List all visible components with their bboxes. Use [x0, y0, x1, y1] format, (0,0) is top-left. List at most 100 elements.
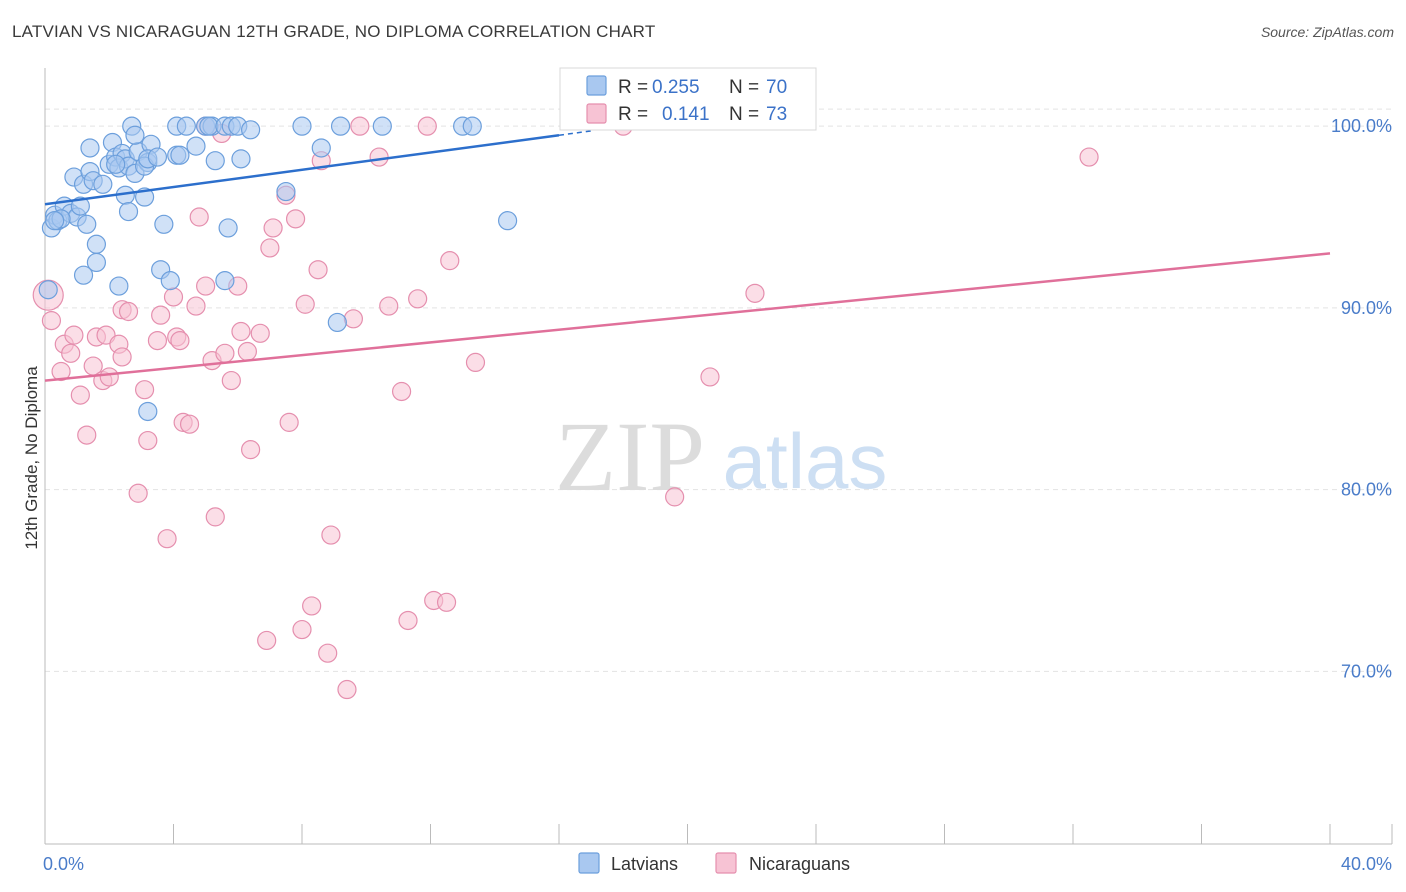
- nicaraguans-point: [147, 330, 168, 351]
- nicaraguans-point: [700, 367, 720, 387]
- trend-lines: [44, 130, 1331, 382]
- y-axis-label: 12th Grade, No Diploma: [22, 366, 41, 550]
- nicaraguans-point: [302, 596, 322, 616]
- nicaraguans-point: [231, 321, 251, 342]
- nicaraguans-point: [205, 507, 225, 527]
- latvians-point: [498, 211, 518, 231]
- nicaraguans-point: [215, 343, 235, 363]
- nicaraguans-point: [285, 209, 306, 229]
- latvians-point: [77, 214, 97, 234]
- watermark: ZIP atlas: [555, 401, 887, 512]
- latvians-point: [372, 116, 392, 136]
- latvians-point: [118, 201, 139, 222]
- latvians-point: [109, 276, 129, 296]
- y-tick-label: 70.0%: [1341, 661, 1392, 681]
- nicaraguans-point: [440, 251, 460, 271]
- latvians-point: [80, 138, 100, 158]
- nicaraguans-point: [318, 643, 338, 663]
- nicaraguans-point: [308, 260, 328, 280]
- legend-n-value-latvians: 70: [766, 77, 787, 98]
- nicaraguans-point: [118, 301, 139, 322]
- y-tick-label: 90.0%: [1341, 298, 1392, 318]
- nicaraguans-point: [257, 630, 277, 651]
- latvians-point: [154, 214, 174, 234]
- nicaraguans-point: [321, 525, 341, 545]
- latvians-point: [73, 265, 94, 285]
- watermark-atlas: atlas: [723, 417, 888, 505]
- nicaraguans-point: [151, 305, 171, 325]
- nicaraguans-point: [408, 289, 428, 309]
- nicaraguans-point: [436, 592, 457, 612]
- chart-title: LATVIAN VS NICARAGUAN 12TH GRADE, NO DIP…: [12, 22, 656, 41]
- bottom-legend-label-latvians: Latvians: [611, 854, 678, 874]
- nicaraguans-point: [221, 370, 241, 391]
- nicaraguans-point: [61, 343, 81, 363]
- nicaraguans-point: [170, 330, 190, 351]
- latvians-point: [462, 116, 482, 136]
- latvians-trend-extension: [558, 130, 592, 136]
- bottom-legend: Latvians Nicaraguans: [578, 852, 850, 874]
- legend-swatch-latvians: [586, 75, 607, 96]
- legend-n-label-latvians: N =: [729, 77, 764, 98]
- latvians-point: [45, 211, 65, 231]
- nicaraguans-point: [398, 610, 418, 631]
- nicaraguans-point: [292, 619, 312, 640]
- x-tick-label-max: 40.0%: [1341, 854, 1392, 874]
- nicaraguans-point: [163, 287, 184, 307]
- nicaraguans-point: [665, 487, 685, 507]
- nicaraguans-point: [369, 147, 389, 167]
- nicaraguans-point: [138, 430, 158, 451]
- nicaraguans-point: [196, 276, 216, 296]
- nicaraguans-point: [350, 116, 370, 136]
- latvians-point: [93, 174, 113, 194]
- legend-r-value-latvians: 0.255: [652, 77, 700, 98]
- axes: [44, 68, 1393, 845]
- nicaraguans-point: [337, 679, 357, 700]
- legend-r-value-nicaraguans: 0.141: [662, 104, 710, 125]
- nicaraguans-point: [343, 309, 363, 329]
- nicaraguans-point: [1079, 147, 1099, 167]
- bottom-legend-swatch-latvians: [578, 852, 600, 874]
- nicaraguans-point: [237, 341, 257, 362]
- nicaraguans-point: [417, 116, 437, 136]
- nicaraguans-point: [179, 414, 200, 434]
- nicaraguans-point: [241, 440, 261, 460]
- latvians-trend-line: [44, 134, 560, 206]
- nicaraguans-point: [157, 529, 177, 549]
- legend-swatch-nicaraguans: [586, 103, 607, 124]
- nicaraguans-point: [745, 283, 765, 303]
- latvians-point: [292, 116, 312, 136]
- nicaraguans-point: [134, 380, 155, 400]
- latvians-point: [160, 271, 180, 291]
- nicaraguans-point: [186, 296, 206, 316]
- latvians-point: [70, 196, 90, 216]
- latvians-points: [38, 116, 518, 422]
- latvians-point: [186, 136, 206, 156]
- legend-n-label-nicaraguans: N =: [729, 104, 764, 125]
- nicaraguans-point: [64, 325, 84, 345]
- nicaraguans-point: [279, 412, 299, 432]
- latvians-point: [199, 116, 219, 136]
- nicaraguans-point: [379, 296, 399, 316]
- bottom-legend-label-nicaraguans: Nicaraguans: [749, 854, 850, 874]
- latvians-point: [205, 151, 225, 171]
- nicaraguans-point: [51, 361, 71, 382]
- latvians-point: [147, 147, 168, 167]
- nicaraguans-point: [263, 218, 283, 238]
- nicaraguans-point: [260, 238, 280, 258]
- nicaraguans-point: [295, 294, 315, 314]
- latvians-point: [330, 116, 351, 136]
- latvians-point: [231, 149, 251, 169]
- latvians-point: [218, 218, 238, 238]
- latvians-point: [86, 252, 107, 273]
- legend-r-label-nicaraguans: R =: [618, 104, 653, 125]
- y-tick-label: 80.0%: [1341, 480, 1392, 500]
- nicaraguans-point: [465, 352, 486, 373]
- latvians-point: [311, 138, 331, 158]
- nicaraguans-point: [112, 347, 132, 367]
- latvians-point: [170, 145, 190, 165]
- bottom-legend-swatch-nicaraguans: [715, 852, 737, 874]
- legend-n-value-nicaraguans: 73: [766, 104, 787, 125]
- nicaraguans-point: [250, 323, 270, 343]
